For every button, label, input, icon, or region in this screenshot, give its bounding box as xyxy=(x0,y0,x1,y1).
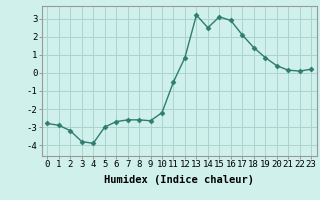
X-axis label: Humidex (Indice chaleur): Humidex (Indice chaleur) xyxy=(104,175,254,185)
